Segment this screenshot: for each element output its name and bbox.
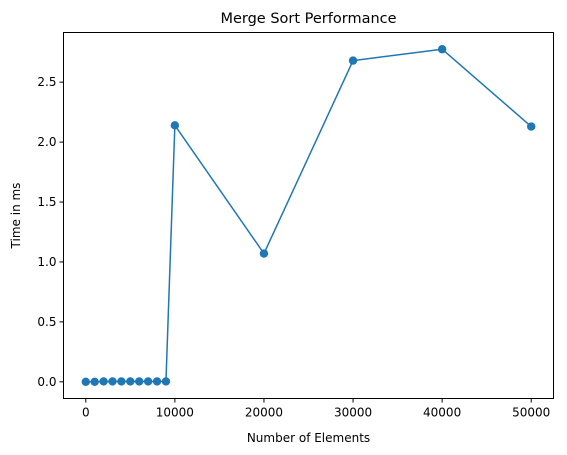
y-axis: 0.0 0.5 1.0 1.5 2.0 2.5: [37, 75, 64, 389]
x-axis: 0 10000 20000 30000 40000 50000: [82, 398, 550, 420]
y-tick-label: 1.0: [37, 255, 56, 269]
x-tick-label: 10000: [156, 406, 194, 420]
x-tick-label: 30000: [334, 406, 372, 420]
chart-title: Merge Sort Performance: [220, 11, 396, 27]
data-point: [143, 377, 153, 386]
data-point: [161, 377, 171, 386]
data-point: [99, 377, 108, 386]
data-point: [348, 56, 358, 65]
y-tick-label: 0.0: [37, 375, 56, 389]
x-tick-label: 40000: [423, 406, 461, 420]
data-point: [108, 377, 117, 386]
data-point: [135, 377, 144, 386]
y-axis-label: Time in ms: [9, 183, 23, 250]
data-point: [152, 377, 162, 386]
plot-frame: [63, 32, 554, 399]
x-tick-label: 20000: [245, 406, 283, 420]
y-tick-label: 1.5: [37, 195, 56, 209]
data-point: [117, 377, 126, 386]
x-tick-label: 50000: [512, 406, 550, 420]
data-point: [170, 121, 180, 130]
data-point: [81, 377, 90, 387]
x-axis-label: Number of Elements: [247, 431, 370, 445]
y-tick-label: 2.0: [37, 135, 56, 149]
x-tick-label: 0: [82, 406, 90, 420]
plot-area: [81, 45, 536, 387]
y-tick-label: 2.5: [37, 75, 56, 89]
data-point: [437, 45, 447, 54]
y-tick-label: 0.5: [37, 315, 56, 329]
data-point: [126, 377, 135, 386]
data-point: [259, 249, 269, 258]
series-line: [85, 48, 532, 383]
data-point: [90, 377, 99, 387]
data-point: [527, 122, 536, 131]
